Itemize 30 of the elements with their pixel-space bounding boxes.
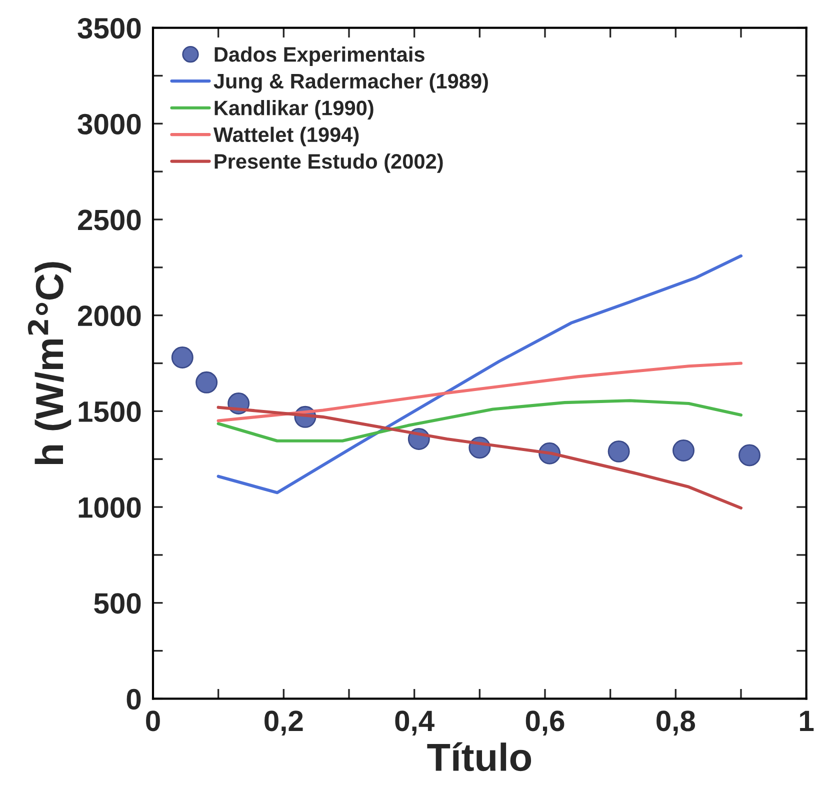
y-tick-label: 0 [126,688,141,710]
legend-label: Wattelet (1994) [213,126,359,146]
y-tick-label: 3500 [78,18,141,39]
x-tick-label: 1 [800,710,814,731]
point [672,439,694,462]
y-tick-label: 2500 [78,210,141,230]
y-tick-label: 3000 [78,114,141,135]
line-series [216,254,743,494]
legend-label: Kandlikar (1990) [214,100,374,120]
line-series [216,406,743,510]
y-tick-label: 1500 [78,401,141,422]
line-series [216,399,743,442]
point [171,346,194,368]
x-tick-label: 0,4 [395,710,434,736]
point [196,371,218,394]
x-tick-label: 0,8 [656,710,696,736]
legend-label: Dados Experimentais [214,46,424,66]
point [738,444,760,466]
x-axis-title: Título [427,742,532,772]
y-tick-label: 500 [94,593,141,614]
line-series [216,362,743,422]
legend-label: Jung & Radermacher (1989) [214,73,488,93]
y-tick-label: 2000 [78,306,141,326]
point [608,440,630,462]
x-tick-label: 0,2 [264,710,303,736]
x-tick-label: 0,6 [526,710,564,736]
y-tick-label: 1000 [78,497,141,518]
x-tick-label: 0 [146,710,160,732]
y-axis-title: h (W/m$^{2}$°C) [28,262,72,464]
legend-label: Presente Estudo (2002) [214,153,443,173]
